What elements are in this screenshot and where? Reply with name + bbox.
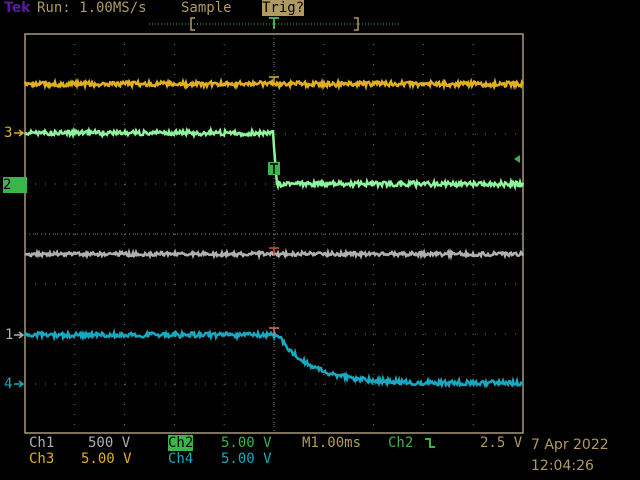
brand-logo: Tek (4, 0, 31, 16)
marker-ch4[interactable]: 4 (4, 376, 12, 392)
marker-ch3[interactable]: 3 (4, 125, 12, 141)
trigger-source[interactable]: Ch2 (388, 435, 413, 451)
ch4-scale: 5.00 V (221, 451, 272, 467)
run-status: Run: 1.00MS/s (37, 0, 147, 16)
trigger-level[interactable]: 2.5 V (480, 435, 522, 451)
channel-arrow-icon (14, 381, 23, 387)
ch4-label[interactable]: Ch4 (168, 451, 193, 467)
trigger-position-icon (269, 18, 279, 29)
waveforms (25, 82, 523, 386)
ch1-label[interactable]: Ch1 (29, 435, 54, 451)
trigger-level-icon (514, 155, 520, 163)
record-length-bar (149, 18, 400, 30)
marker-ch1[interactable]: 1 (5, 327, 13, 343)
ch3-label[interactable]: Ch3 (29, 451, 54, 467)
time: 12:04:26 (531, 458, 594, 474)
ch2-scale: 5.00 V (221, 435, 272, 451)
ch3-scale: 5.00 V (81, 451, 132, 467)
marker-ch2[interactable]: 2 (3, 177, 27, 193)
date: 7 Apr 2022 (531, 437, 609, 453)
falling-edge-icon (424, 437, 436, 449)
timebase[interactable]: M1.00ms (302, 435, 361, 451)
acquisition-mode: Sample (181, 0, 232, 16)
channel-arrow-icon (14, 130, 23, 136)
channel-arrow-icon (14, 332, 23, 338)
ch1-scale: 500 V (88, 435, 130, 451)
channel-markers (14, 77, 520, 387)
ch2-label[interactable]: Ch2 (168, 435, 193, 451)
trigger-status[interactable]: Trig? (262, 0, 304, 16)
graticule (25, 34, 523, 433)
